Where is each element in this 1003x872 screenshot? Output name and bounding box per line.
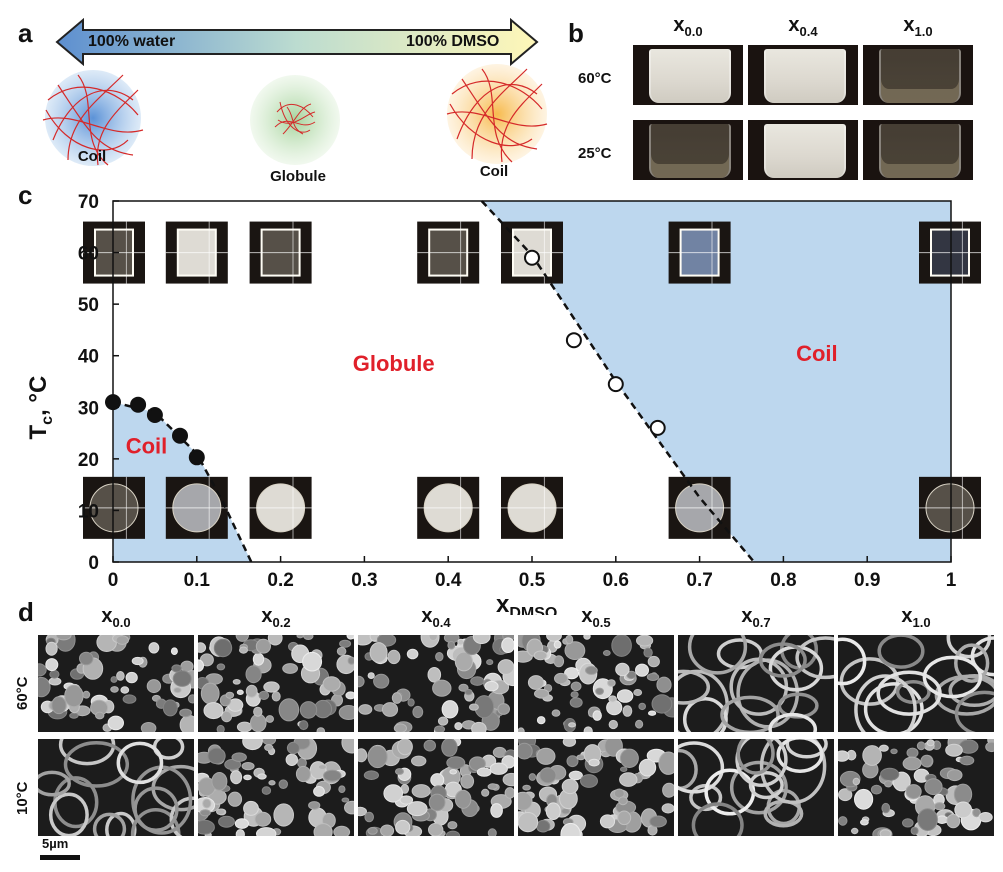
x-tick-label: 0 <box>108 570 119 591</box>
sem-column-label: x1.0 <box>901 605 931 630</box>
phase-diagram-chart: Coil Globule Coil 0 0.1 0.2 0.3 0.4 0.5 0.6 0.7 0.8… <box>25 192 981 615</box>
region-label: Coil <box>126 434 168 459</box>
data-point-filled <box>105 394 121 411</box>
x-tick-label: 0.3 <box>351 570 377 591</box>
y-tick-label: 50 <box>78 295 99 316</box>
x-tick-label: 1 <box>946 570 957 591</box>
vial-photo <box>748 120 858 180</box>
vial-photo <box>863 45 973 105</box>
vial <box>764 124 846 178</box>
globule-illustration <box>250 75 340 165</box>
vial-photo <box>748 45 858 105</box>
y-tick-label: 20 <box>78 450 99 471</box>
scale-bar-label: 5µm <box>42 836 69 851</box>
sem-micrograph <box>838 635 994 732</box>
vial-photo <box>633 120 743 180</box>
y-tick-label: 60 <box>78 244 99 265</box>
boundary-line-right <box>480 200 756 563</box>
x-tick-label: 0.1 <box>184 570 211 591</box>
vial-row-label: 25°C <box>578 145 612 162</box>
vial-row-label: 60°C <box>578 70 612 87</box>
x-tick-label: 0.6 <box>603 570 629 591</box>
y-axis-title: Tc, °C <box>25 376 56 440</box>
vial <box>764 49 846 103</box>
sem-column-label: x0.2 <box>261 605 291 630</box>
blob-label-coil-left: Coil <box>77 148 107 165</box>
data-point-open <box>565 332 582 349</box>
vial <box>879 124 961 178</box>
sem-micrograph <box>358 739 514 836</box>
panel-a-letter: a <box>18 18 33 48</box>
x-axis-title: xDMSO <box>496 591 557 615</box>
sem-column-label: x0.4 <box>421 605 451 630</box>
coil-region-right <box>481 201 951 562</box>
vial <box>649 124 731 178</box>
sem-micrograph <box>678 635 834 732</box>
x-tick-label: 0.4 <box>435 570 462 591</box>
sem-column-label: x0.0 <box>101 605 131 630</box>
y-tick-label: 70 <box>78 192 99 213</box>
data-point-filled <box>172 427 188 444</box>
vial-photo <box>863 120 973 180</box>
data-point-filled <box>130 396 147 413</box>
sem-micrograph <box>198 739 354 836</box>
x-tick-label: 0.2 <box>267 570 293 591</box>
panel-d-letter: d <box>18 597 34 627</box>
sem-micrograph <box>838 739 994 836</box>
data-point-filled <box>146 407 163 423</box>
coil-illustration-water <box>42 70 144 166</box>
vial-column-label: x0.4 <box>788 14 818 39</box>
scale-bar <box>40 855 80 860</box>
x-tick-label: 0.9 <box>854 570 880 591</box>
y-tick-label: 0 <box>88 553 99 574</box>
vial <box>649 49 731 103</box>
blob-label-coil-right: Coil <box>479 163 509 180</box>
sem-column-label: x0.7 <box>741 605 771 630</box>
y-tick-label: 10 <box>78 501 99 522</box>
region-label: Globule <box>353 351 435 376</box>
vial-column-label: x0.0 <box>673 14 703 39</box>
sem-micrograph <box>518 635 674 732</box>
sem-row-label: 60°C <box>14 676 31 710</box>
y-tick-label: 30 <box>78 398 99 419</box>
arrow-right-label: 100% DMSO <box>406 33 500 50</box>
panel-c-letter: c <box>18 180 33 210</box>
region-label: Coil <box>796 341 838 366</box>
sem-micrograph <box>678 739 834 836</box>
sem-micrograph <box>358 635 514 732</box>
sem-row-label: 10°C <box>14 781 31 815</box>
blob-label-globule: Globule <box>270 168 326 185</box>
panel-b-letter: b <box>568 18 584 48</box>
data-point-open <box>649 419 666 436</box>
vial <box>879 49 961 103</box>
solvent-arrow <box>55 18 539 66</box>
data-point-filled <box>188 449 205 466</box>
vial-column-label: x1.0 <box>903 14 933 39</box>
sem-micrograph <box>198 635 354 732</box>
x-tick-label: 0.5 <box>519 570 546 591</box>
sem-micrograph <box>38 635 194 732</box>
vial-photo <box>633 45 743 105</box>
sem-micrograph <box>518 739 674 836</box>
sem-column-label: x0.5 <box>581 605 611 630</box>
arrow-left-label: 100% water <box>88 33 176 50</box>
coil-illustration-dmso <box>446 64 548 164</box>
data-point-open <box>607 376 624 393</box>
x-tick-label: 0.7 <box>686 570 712 591</box>
y-tick-label: 40 <box>78 347 99 368</box>
x-tick-label: 0.8 <box>770 570 796 591</box>
data-point-open <box>524 249 540 266</box>
sem-micrograph <box>38 739 194 836</box>
